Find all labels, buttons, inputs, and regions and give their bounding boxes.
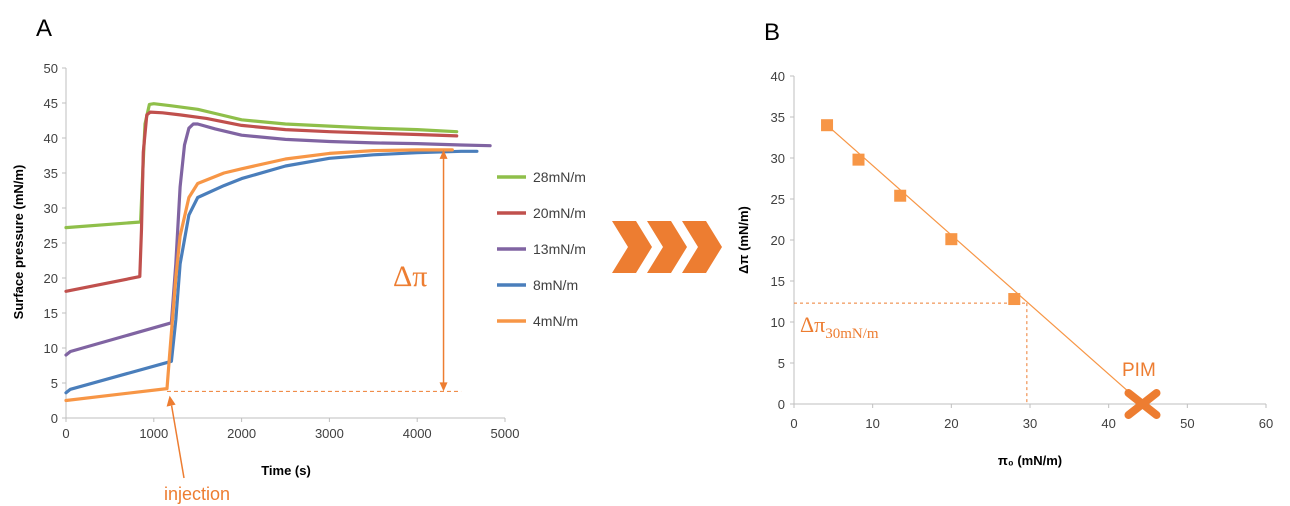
x-tick-label: 2000 [227,426,256,441]
legend-label: 13mN/m [533,241,586,257]
x-tick-label: 20 [944,416,958,431]
y-tick-label: 25 [771,192,785,207]
y-tick-label: 5 [51,376,58,391]
y-tick-label: 35 [44,166,58,181]
pim-label: PIM [1122,360,1156,381]
x-tick-label: 1000 [139,426,168,441]
chart-b: 0 5 10 15 20 25 30 35 40 0 10 20 30 40 50 60 [771,69,1274,431]
delta-pi-arrowhead-bottom [439,382,448,392]
delta-pi-30-main: Δπ [800,312,825,337]
data-point [894,189,907,202]
x-tick-label: 60 [1259,416,1273,431]
fit-line [826,124,1143,405]
chart-b-x-axis-label: π₀ (mN/m) [998,453,1062,468]
chart-a: 0 5 10 15 20 25 30 35 40 45 50 0 1000 2000 3000 4000 500… [44,61,520,479]
y-tick-label: 45 [44,96,58,111]
delta-pi-annotation: Δπ [393,260,427,293]
series-line-4mN/m [64,148,454,403]
x-tick-label: 0 [790,416,797,431]
legend-label: 28mN/m [533,169,586,185]
y-tick-label: 35 [771,110,785,125]
legend-label: 4mN/m [533,313,578,329]
y-tick-label: 20 [44,271,58,286]
chevron-arrow-icon [612,221,652,273]
chart-b-y-axis-label: Δπ (mN/m) [736,206,751,274]
x-tick-label: 50 [1180,416,1194,431]
y-tick-label: 10 [44,341,58,356]
y-tick-label: 30 [771,151,785,166]
data-point [852,153,865,166]
delta-pi-arrowhead-top [439,149,448,159]
x-tick-label: 40 [1101,416,1115,431]
series-line-20mN/m [64,110,459,293]
x-tick-label: 0 [62,426,69,441]
y-tick-label: 0 [51,411,58,426]
injection-arrowhead [166,395,176,407]
series-line-13mN/m [64,122,492,357]
injection-label: injection [164,484,230,504]
x-tick-label: 4000 [403,426,432,441]
delta-pi-30-sub: 30mN/m [825,326,879,342]
y-tick-label: 15 [44,306,58,321]
y-tick-label: 25 [44,236,58,251]
pim-cross-icon [1124,389,1161,419]
x-tick-label: 3000 [315,426,344,441]
injection-arrow [170,405,185,479]
y-tick-label: 15 [771,274,785,289]
chevron-arrow-icon [647,221,687,273]
y-tick-label: 10 [771,315,785,330]
panel-a-letter: A [36,15,52,42]
data-point [1008,293,1021,306]
y-tick-label: 5 [778,356,785,371]
y-tick-label: 20 [771,233,785,248]
chart-a-legend: 28mN/m 20mN/m 13mN/m 8mN/m 4mN/m [497,169,586,329]
x-tick-label: 10 [865,416,879,431]
legend-label: 20mN/m [533,205,586,221]
panel-b-letter: B [764,19,780,46]
arrow-chevrons [612,221,722,273]
chart-a-y-axis-label: Surface pressure (mN/m) [11,165,26,320]
y-tick-label: 40 [771,69,785,84]
y-tick-label: 50 [44,61,58,76]
x-tick-label: 30 [1023,416,1037,431]
series-line-8mN/m [64,149,479,395]
data-point [821,119,834,132]
chart-a-x-axis-label: Time (s) [261,463,311,478]
y-tick-label: 40 [44,131,58,146]
legend-label: 8mN/m [533,277,578,293]
y-tick-label: 0 [778,397,785,412]
data-point [945,233,958,246]
delta-pi-30-label: Δπ30mN/m [800,312,879,342]
y-tick-label: 30 [44,201,58,216]
x-tick-label: 5000 [491,426,520,441]
chevron-arrow-icon [682,221,722,273]
